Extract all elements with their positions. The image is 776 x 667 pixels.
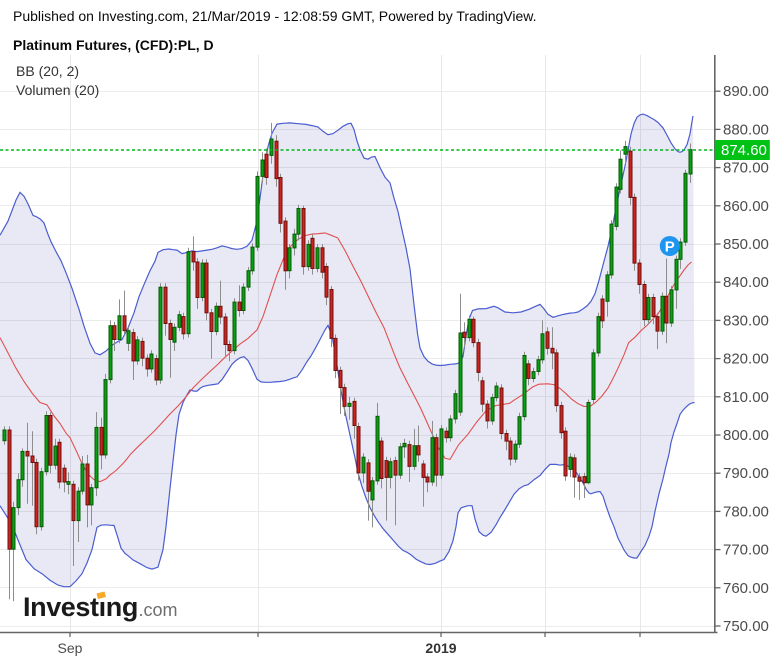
svg-text:770.00: 770.00 [723, 542, 769, 559]
svg-text:880.00: 880.00 [723, 121, 769, 138]
svg-text:750.00: 750.00 [723, 618, 769, 635]
svg-text:760.00: 760.00 [723, 580, 769, 597]
svg-text:790.00: 790.00 [723, 465, 769, 482]
svg-text:2019: 2019 [425, 640, 456, 656]
svg-text:BB (20, 2): BB (20, 2) [16, 63, 79, 79]
svg-text:870.00: 870.00 [723, 160, 769, 177]
svg-text:780.00: 780.00 [723, 503, 769, 520]
svg-text:850.00: 850.00 [723, 236, 769, 253]
svg-text:840.00: 840.00 [723, 274, 769, 291]
svg-text:P: P [665, 239, 675, 256]
svg-text:Published on Investing.com, 21: Published on Investing.com, 21/Mar/2019 … [13, 8, 536, 24]
svg-text:Volumen (20): Volumen (20) [16, 82, 99, 98]
svg-text:Sep: Sep [58, 640, 83, 656]
svg-text:810.00: 810.00 [723, 389, 769, 406]
svg-text:820.00: 820.00 [723, 351, 769, 368]
svg-text:.com: .com [139, 600, 178, 620]
svg-text:Platinum Futures, (CFD):PL, D: Platinum Futures, (CFD):PL, D [13, 37, 214, 53]
svg-text:874.60: 874.60 [721, 142, 767, 159]
svg-text:800.00: 800.00 [723, 427, 769, 444]
svg-text:Investıng: Investıng [23, 592, 138, 622]
svg-text:830.00: 830.00 [723, 312, 769, 329]
svg-text:860.00: 860.00 [723, 198, 769, 215]
svg-text:890.00: 890.00 [723, 83, 769, 100]
